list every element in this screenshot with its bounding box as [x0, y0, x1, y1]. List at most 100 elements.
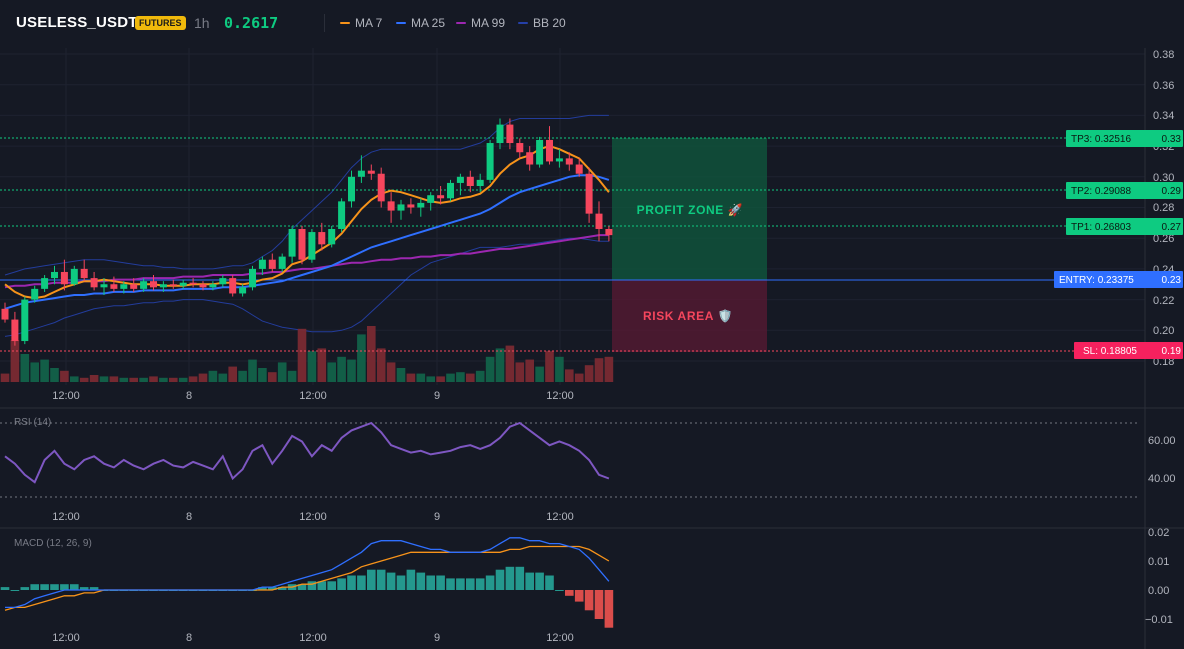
tp3-tag[interactable]: TP3: 0.32516 0.33 — [1066, 130, 1183, 147]
legend-ma7[interactable]: MA 7 — [340, 16, 382, 30]
price-tick: 0.36 — [1153, 80, 1174, 92]
macd-histogram-bar — [505, 566, 515, 590]
candle-body — [249, 268, 256, 288]
macd-line — [5, 537, 610, 609]
price-axis[interactable]: 0.38 0.36 0.34 0.32 0.30 0.28 0.26 0.24 … — [1153, 49, 1174, 368]
macd-histogram-bar — [70, 584, 79, 590]
candle-body — [427, 195, 435, 203]
time-label: 12:00 — [52, 511, 80, 523]
legend-ma25[interactable]: MA 25 — [396, 16, 445, 30]
candle-body — [367, 170, 375, 174]
time-label: 12:00 — [52, 390, 80, 402]
candle-body — [348, 176, 355, 202]
volume-bar — [436, 376, 445, 382]
tp1-tag-label: TP1: 0.26803 — [1071, 222, 1131, 233]
volume-bar — [109, 376, 119, 382]
price-tick: 0.22 — [1153, 295, 1174, 307]
candle-body — [546, 139, 553, 162]
ma99-line — [4, 234, 609, 289]
profit-zone-label: PROFIT ZONE 🚀 — [637, 203, 744, 217]
symbol-title[interactable]: USELESS_USDT — [16, 14, 138, 31]
candle-body — [41, 278, 49, 289]
macd-histogram-bar — [436, 575, 445, 590]
candle-body — [1, 308, 9, 320]
risk-zone — [612, 280, 767, 352]
trade-zones: PROFIT ZONE 🚀 RISK AREA 🛡️ — [612, 138, 767, 352]
candle-body — [526, 152, 534, 165]
candle-body — [140, 281, 148, 289]
time-axis-main[interactable]: 12:00 8 12:00 9 12:00 — [52, 390, 574, 402]
candle-body — [605, 228, 613, 236]
volume-bar — [139, 377, 148, 382]
volume-bar — [584, 365, 594, 382]
legend-bb20[interactable]: BB 20 — [518, 16, 566, 30]
candle-body — [328, 228, 336, 245]
tp2-tag[interactable]: TP2: 0.29088 0.29 — [1066, 182, 1183, 199]
macd-tick: 0.00 — [1148, 585, 1169, 597]
macd-histogram-bar — [347, 575, 356, 590]
macd-tick: 0.01 — [1148, 556, 1169, 568]
volume-bar — [505, 345, 515, 382]
volume-bar — [119, 377, 129, 382]
volume-bar — [248, 359, 257, 382]
profit-zone — [612, 138, 767, 280]
volume-bar — [20, 354, 30, 382]
volume-bar — [485, 356, 495, 382]
candle-body — [387, 201, 395, 211]
price-tick: 0.34 — [1153, 110, 1174, 122]
entry-tag[interactable]: ENTRY: 0.23375 0.23 — [1054, 271, 1183, 288]
candle-body — [565, 158, 573, 165]
time-label: 12:00 — [546, 390, 574, 402]
macd-histogram-bar — [367, 569, 376, 590]
macd-histogram-bar — [297, 584, 307, 590]
candle-body — [555, 158, 563, 162]
macd-histogram-bar — [416, 572, 426, 590]
macd-histogram-bar — [89, 587, 99, 590]
candle-body — [447, 182, 454, 199]
entry-tag-label: ENTRY: 0.23375 — [1059, 275, 1134, 286]
candle-body — [209, 284, 217, 288]
candlesticks — [1, 118, 613, 346]
bb-upper-line — [4, 114, 609, 276]
candle-body — [189, 282, 197, 285]
macd-histogram-bar — [307, 581, 317, 590]
timeframe-label[interactable]: 1h — [194, 15, 210, 31]
sl-tag[interactable]: SL: 0.18805 0.19 — [1074, 342, 1183, 359]
sl-tag-label: SL: 0.18805 — [1083, 346, 1137, 357]
tp1-tag[interactable]: TP1: 0.26803 0.27 — [1066, 218, 1183, 235]
tp2-tag-axis: 0.29 — [1162, 186, 1182, 197]
rsi-pane[interactable]: RSI (14) 60.00 40.00 — [0, 417, 1176, 498]
macd-histogram-bar — [60, 584, 69, 590]
candle-body — [288, 228, 296, 257]
candle-body — [169, 284, 177, 286]
macd-pane[interactable]: MACD (12, 26, 9) 0.02 0.01 0.00 −0.01 — [0, 527, 1173, 628]
candle-body — [595, 213, 603, 229]
moving-averages — [4, 145, 610, 310]
candle-body — [476, 179, 484, 187]
bb-lower-line — [4, 237, 609, 337]
time-label: 12:00 — [52, 632, 80, 644]
volume-bar — [10, 340, 20, 382]
time-label: 9 — [434, 511, 440, 523]
candle-body — [70, 268, 78, 285]
legend-ma99[interactable]: MA 99 — [456, 16, 505, 30]
candle-body — [466, 176, 474, 187]
macd-histogram-bar — [40, 584, 49, 590]
volume-bar — [238, 370, 247, 382]
volume-bar — [60, 370, 69, 382]
candle-body — [536, 139, 544, 165]
volume-bar — [129, 377, 138, 382]
entry-tag-bg — [1054, 271, 1183, 288]
macd-histogram-bar — [317, 581, 327, 590]
candle-body — [219, 278, 227, 285]
time-label: 12:00 — [546, 632, 574, 644]
last-price: 0.2617 — [224, 14, 279, 32]
candle-body — [100, 284, 108, 288]
candle-body — [338, 201, 346, 229]
macd-histogram-bar — [50, 584, 59, 590]
volume-bar — [0, 373, 10, 382]
volume-bar — [228, 366, 237, 382]
volume-bar — [178, 377, 188, 382]
